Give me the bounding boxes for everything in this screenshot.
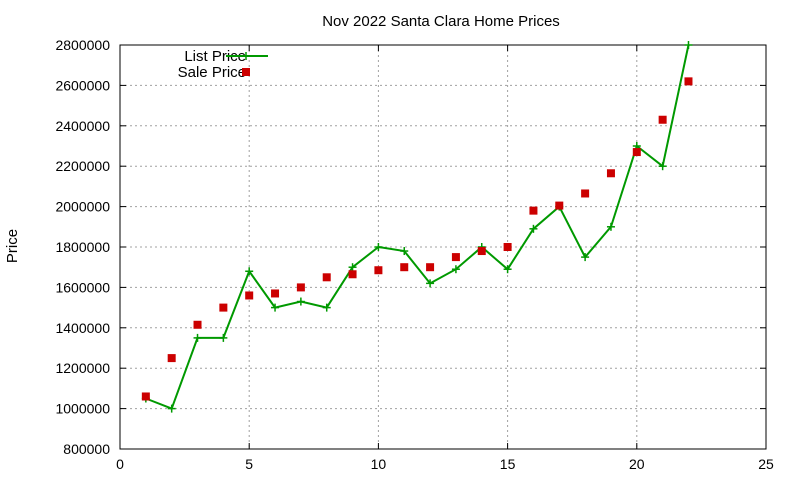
sale-price-point [193,320,202,329]
y-tick-label: 1600000 [55,279,110,295]
tick-labels: 0 5 10 15 20 25 800000 1000000 1200000 1400000 160… [55,37,774,472]
list-price-point [245,267,254,276]
y-axis-label: Price [4,229,21,263]
x-tick-label: 5 [245,456,253,472]
y-tick-label: 1200000 [55,360,110,376]
sale-price-point [632,148,641,157]
list-price-point [606,222,615,231]
y-tick-label: 2600000 [55,77,110,93]
x-tick-label: 0 [116,456,124,472]
axes [119,44,767,450]
list-price-point [581,253,590,262]
list-price-point [529,224,538,233]
sale-price-point [606,169,615,178]
sale-price-point [141,392,150,401]
y-tick-label: 2200000 [55,158,110,174]
legend-label: List Price [184,48,246,65]
y-tick-label: 2400000 [55,118,110,134]
y-tick-label: 2000000 [55,199,110,215]
list-price-point [684,41,693,49]
legend-cross-sample [242,52,250,60]
sale-price-point [296,283,305,292]
y-tick-label: 800000 [63,441,110,457]
x-tick-label: 25 [758,456,774,472]
sale-price-point [271,289,280,298]
sale-price-point [348,270,357,279]
sale-price-point [322,273,331,282]
sale-price-series [141,77,693,401]
list-price-point [296,297,305,306]
x-tick-label: 15 [500,456,516,472]
sale-price-point [400,263,409,272]
y-tick-label: 1400000 [55,320,110,336]
chart-title: Nov 2022 Santa Clara Home Prices [322,13,560,30]
list-price-point [167,404,176,413]
grid-lines [120,45,766,449]
list-price-point [658,162,667,171]
x-tick-label: 10 [371,456,387,472]
sale-price-point [684,77,693,86]
list-price-point [322,303,331,312]
list-price-point [271,303,280,312]
list-price-point [193,333,202,342]
sale-price-point [555,201,564,210]
list-price-point [219,333,228,342]
sale-price-point [219,303,228,312]
sale-price-point [374,266,383,275]
x-tick-label: 20 [629,456,645,472]
legend-label: Sale Price [178,64,246,81]
list-price-point [374,243,383,251]
list-price-point [348,263,357,272]
sale-price-point [529,206,538,215]
y-tick-label: 1000000 [55,401,110,417]
y-tick-label: 2800000 [55,37,110,53]
sale-price-point [477,247,486,256]
sale-price-point [581,189,590,198]
sale-price-point [245,291,254,300]
legend-square-sample [242,68,250,76]
list-price-point [400,247,409,256]
sale-price-point [658,115,667,124]
list-price-point [451,265,460,274]
list-price-series [141,41,693,413]
sale-price-point [451,253,460,262]
list-price-line [145,44,690,410]
sale-price-point [426,263,435,272]
list-price-point [426,279,435,288]
y-tick-label: 1800000 [55,239,110,255]
series-layer [141,41,693,413]
list-price-point [503,265,512,274]
sale-price-point [167,354,176,363]
sale-price-point [503,243,512,251]
